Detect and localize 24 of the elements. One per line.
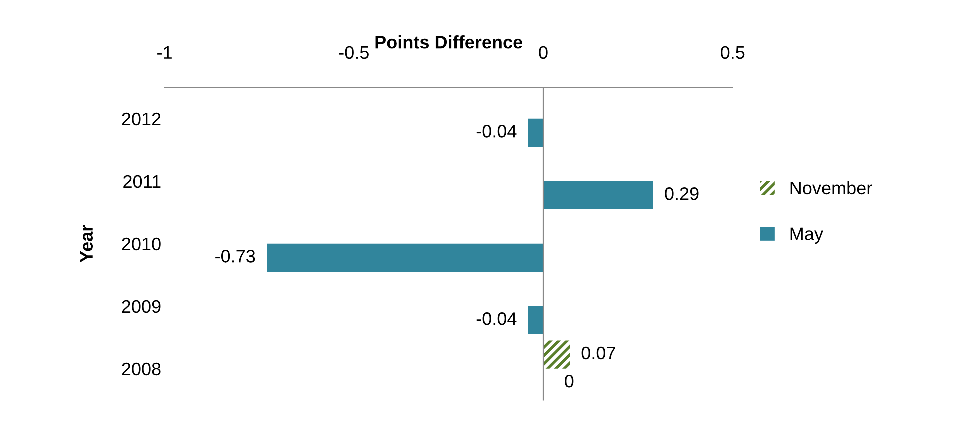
bar: [528, 118, 544, 148]
x-tick-label: -1: [158, 46, 172, 59]
y-axis-title: Year: [80, 225, 94, 263]
x-axis-title: Points Difference: [376, 36, 522, 49]
data-label: -0.04: [476, 312, 517, 326]
data-label: 0: [565, 375, 574, 388]
legend-label: November: [790, 181, 872, 195]
y-tick-label: 2009: [122, 300, 161, 314]
y-tick-label: 2008: [122, 362, 161, 376]
data-label: -0.73: [216, 250, 256, 263]
bar: [528, 306, 544, 335]
y-tick-label: 2010: [122, 238, 161, 251]
x-tick-label: 0.5: [721, 46, 745, 60]
y-tick-label: 2012: [122, 112, 161, 126]
bar: [544, 340, 570, 369]
data-label: 0.29: [665, 188, 699, 200]
bar: [544, 181, 654, 210]
data-label: 0.07: [582, 346, 616, 360]
legend-label: May: [790, 228, 824, 244]
bar: [267, 244, 544, 272]
x-tick-label: -0.5: [339, 46, 369, 60]
data-label: -0.04: [476, 125, 517, 138]
x-tick-label: 0: [539, 46, 548, 60]
y-tick-label: 2011: [124, 175, 161, 188]
